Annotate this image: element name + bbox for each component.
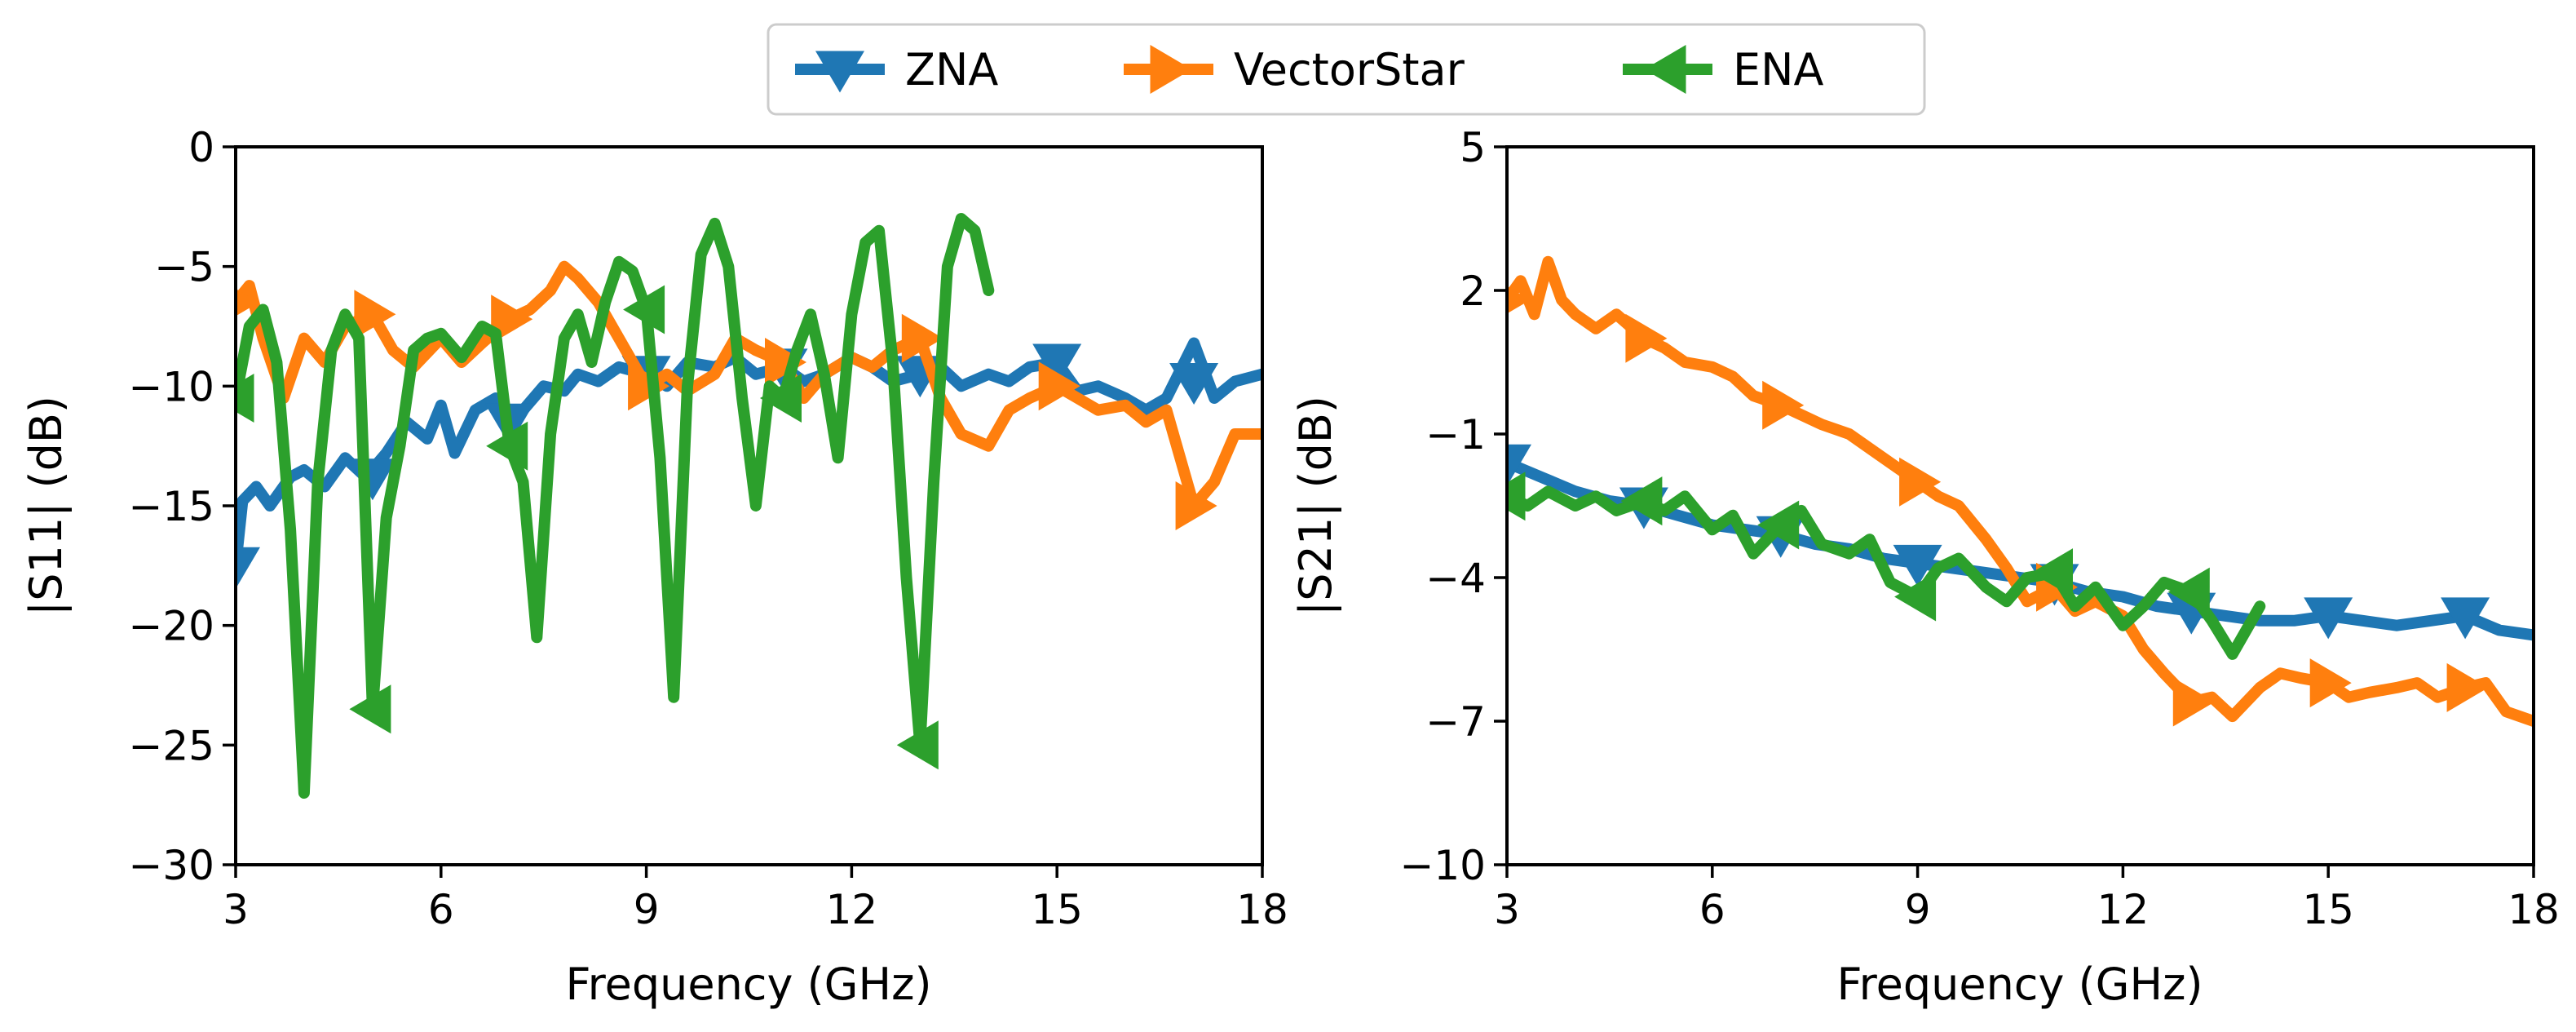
s11-ytick-label: −30 — [128, 842, 214, 889]
legend-item-ena: ENA — [1623, 44, 1824, 95]
s21-marker-ena — [2031, 548, 2073, 598]
legend-marker-vectorstar — [1150, 45, 1192, 94]
s21-chart: 3 6 9 12 15 18 5 2 −1 −4 −7 −10 Frequency (GHz) |S… — [1290, 124, 2560, 1010]
s11-marker-vectorstar — [901, 313, 943, 363]
s21-ytick-label: 5 — [1460, 124, 1486, 171]
s11-xtick-label: 12 — [826, 886, 878, 933]
s11-marker-ena — [349, 684, 391, 734]
s11-marker-vectorstar — [236, 288, 259, 317]
s11-xtick-label: 15 — [1031, 886, 1083, 933]
s21-ytick-label: −1 — [1425, 411, 1486, 458]
s11-xtick-label: 6 — [428, 886, 454, 933]
s21-marker-vectorstar — [1507, 286, 1531, 314]
s21-marker-zna — [2304, 597, 2353, 640]
s21-plot-frame — [1505, 145, 2535, 866]
legend-label-ena: ENA — [1733, 44, 1824, 95]
s21-xtick-label: 15 — [2302, 886, 2354, 933]
s11-series-ena — [236, 213, 995, 799]
s21-line-ena — [1507, 485, 2266, 660]
s21-xtick-label: 9 — [1905, 886, 1931, 933]
s21-marker-ena — [1894, 572, 1937, 622]
s11-marker-ena — [760, 374, 802, 423]
s11-line-vectorstar — [236, 260, 1262, 512]
s11-line-ena — [236, 213, 995, 799]
s11-chart: 3 6 9 12 15 18 0 −5 −10 −15 −20 −25 −30 Frequency (… — [20, 124, 1288, 1010]
s21-marker-vectorstar — [1625, 313, 1668, 363]
s21-ytick-label: −4 — [1425, 555, 1486, 602]
legend: ZNA VectorStar ENA — [767, 23, 1926, 116]
s11-y-axis-label: |S11| (dB) — [20, 396, 72, 616]
s11-ytick-label: −20 — [128, 603, 214, 650]
s11-ytick-label: 0 — [188, 124, 214, 171]
s11-marker-ena — [236, 374, 254, 423]
s11-marker-zna — [236, 547, 260, 589]
legend-label-vectorstar: VectorStar — [1234, 44, 1465, 95]
legend-marker-zna — [815, 51, 864, 93]
s11-marker-vectorstar — [354, 290, 396, 339]
s21-marker-vectorstar — [2172, 677, 2215, 727]
s21-marker-vectorstar — [2446, 662, 2489, 712]
legend-marker-ena — [1644, 45, 1686, 94]
s11-xtick-label: 3 — [223, 886, 249, 933]
s11-marker-ena — [896, 720, 939, 770]
s11-ytick-label: −25 — [128, 722, 214, 769]
s21-marker-ena — [1507, 472, 1526, 521]
s11-marker-vectorstar — [765, 338, 806, 387]
s21-x-axis-label: Frequency (GHz) — [1836, 959, 2203, 1010]
s11-xtick-label: 18 — [1236, 886, 1288, 933]
s11-marker-zna — [1032, 343, 1082, 386]
s21-xtick-label: 12 — [2097, 886, 2150, 933]
s21-series-ena — [1507, 472, 2266, 660]
s21-marker-zna — [2441, 597, 2490, 640]
legend-label-zna: ZNA — [905, 44, 998, 95]
s11-marker-ena — [623, 285, 665, 334]
s11-series-vectorstar — [236, 260, 1262, 530]
s21-marker-zna — [1893, 544, 1942, 587]
s11-ytick-label: −15 — [128, 483, 214, 530]
s11-marker-vectorstar — [1038, 361, 1080, 411]
s11-marker-ena — [486, 421, 528, 471]
s21-marker-zna — [1507, 444, 1531, 486]
s21-ytick-label: 2 — [1460, 268, 1486, 315]
s11-marker-vectorstar — [491, 295, 533, 344]
s21-marker-vectorstar — [2309, 658, 2352, 708]
s21-marker-ena — [1757, 500, 1800, 550]
s21-xtick-label: 6 — [1699, 886, 1725, 933]
s21-marker-ena — [2167, 567, 2210, 617]
s21-marker-ena — [1620, 476, 1663, 526]
s21-marker-vectorstar — [1762, 380, 1805, 430]
s21-ytick-label: −10 — [1399, 842, 1486, 889]
s21-y-axis-label: |S21| (dB) — [1290, 396, 1341, 616]
legend-frame — [767, 23, 1926, 116]
s11-marker-zna — [1169, 363, 1219, 405]
s21-marker-vectorstar — [1899, 457, 1942, 507]
legend-item-vectorstar: VectorStar — [1124, 44, 1465, 95]
s11-ytick-label: −5 — [154, 244, 214, 291]
s21-series-zna — [1507, 444, 2534, 641]
legend-item-zna: ZNA — [795, 44, 998, 95]
s21-xtick-label: 18 — [2508, 886, 2560, 933]
s21-ytick-label: −7 — [1425, 698, 1486, 746]
s11-x-axis-label: Frequency (GHz) — [565, 959, 931, 1010]
s11-ytick-label: −10 — [128, 363, 214, 410]
s21-xtick-label: 3 — [1494, 886, 1520, 933]
s11-xtick-label: 9 — [634, 886, 660, 933]
s11-marker-vectorstar — [1175, 481, 1217, 530]
